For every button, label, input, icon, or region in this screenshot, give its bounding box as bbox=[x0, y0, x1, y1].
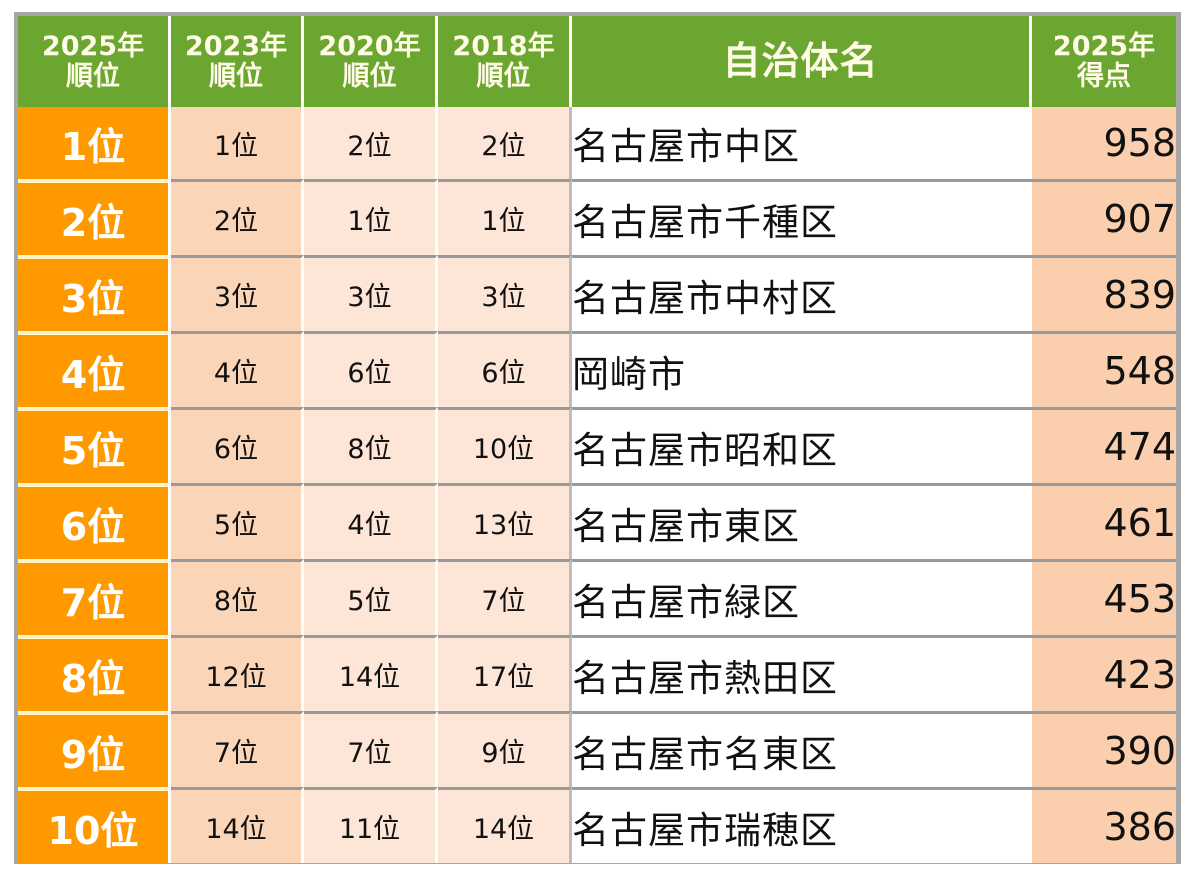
header-rank-2023-year: 2023年 bbox=[184, 31, 288, 63]
cell-score-2025: 423 bbox=[1032, 635, 1176, 711]
cell-municipality: 名古屋市緑区 bbox=[572, 559, 1032, 635]
ranking-table: 2025年 順位 2023年 順位 2020年 順位 2018年 順位 自治体名 bbox=[18, 16, 1176, 863]
cell-rank-2020: 4位 bbox=[304, 483, 438, 559]
cell-rank-2018: 3位 bbox=[438, 255, 572, 331]
cell-rank-2023: 4位 bbox=[171, 331, 304, 407]
cell-municipality: 岡崎市 bbox=[572, 331, 1032, 407]
header-rank-2025-label: 順位 bbox=[66, 60, 120, 92]
table-header: 2025年 順位 2023年 順位 2020年 順位 2018年 順位 自治体名 bbox=[18, 16, 1176, 107]
cell-rank-2018: 1位 bbox=[438, 179, 572, 255]
cell-rank-2018: 6位 bbox=[438, 331, 572, 407]
cell-rank-2025: 3位 bbox=[18, 255, 171, 331]
cell-rank-2025: 2位 bbox=[18, 179, 171, 255]
header-rank-2023: 2023年 順位 bbox=[171, 16, 304, 107]
cell-rank-2020: 5位 bbox=[304, 559, 438, 635]
cell-rank-2020: 8位 bbox=[304, 407, 438, 483]
cell-rank-2018: 2位 bbox=[438, 107, 572, 179]
cell-rank-2018: 14位 bbox=[438, 787, 572, 863]
cell-rank-2025: 5位 bbox=[18, 407, 171, 483]
cell-rank-2018: 9位 bbox=[438, 711, 572, 787]
header-score-2025-year: 2025年 bbox=[1052, 31, 1156, 63]
header-rank-2018-year: 2018年 bbox=[452, 31, 555, 63]
cell-score-2025: 453 bbox=[1032, 559, 1176, 635]
cell-rank-2025: 8位 bbox=[18, 635, 171, 711]
cell-score-2025: 548 bbox=[1032, 331, 1176, 407]
table-row: 10位 14位 11位 14位 名古屋市瑞穂区 386 bbox=[18, 787, 1176, 863]
cell-rank-2020: 11位 bbox=[304, 787, 438, 863]
cell-rank-2023: 5位 bbox=[171, 483, 304, 559]
cell-rank-2023: 3位 bbox=[171, 255, 304, 331]
table-row: 6位 5位 4位 13位 名古屋市東区 461 bbox=[18, 483, 1176, 559]
header-rank-2020: 2020年 順位 bbox=[304, 16, 438, 107]
header-rank-2018-label: 順位 bbox=[476, 60, 531, 92]
table-row: 9位 7位 7位 9位 名古屋市名東区 390 bbox=[18, 711, 1176, 787]
header-rank-2025-year: 2025年 bbox=[41, 31, 145, 63]
cell-rank-2020: 3位 bbox=[304, 255, 438, 331]
header-rank-2020-label: 順位 bbox=[342, 60, 397, 92]
header-rank-2025: 2025年 順位 bbox=[18, 16, 171, 107]
cell-rank-2020: 2位 bbox=[304, 107, 438, 179]
cell-municipality: 名古屋市熱田区 bbox=[572, 635, 1032, 711]
cell-score-2025: 958 bbox=[1032, 107, 1176, 179]
cell-rank-2025: 6位 bbox=[18, 483, 171, 559]
ranking-table-frame: 2025年 順位 2023年 順位 2020年 順位 2018年 順位 自治体名 bbox=[14, 12, 1181, 864]
table-row: 5位 6位 8位 10位 名古屋市昭和区 474 bbox=[18, 407, 1176, 483]
header-rank-2020-year: 2020年 bbox=[318, 31, 421, 63]
cell-score-2025: 386 bbox=[1032, 787, 1176, 863]
cell-rank-2025: 10位 bbox=[18, 787, 171, 863]
cell-rank-2023: 8位 bbox=[171, 559, 304, 635]
table-row: 3位 3位 3位 3位 名古屋市中村区 839 bbox=[18, 255, 1176, 331]
cell-rank-2025: 7位 bbox=[18, 559, 171, 635]
cell-municipality: 名古屋市昭和区 bbox=[572, 407, 1032, 483]
header-municipality: 自治体名 bbox=[572, 16, 1032, 107]
cell-rank-2020: 7位 bbox=[304, 711, 438, 787]
cell-score-2025: 839 bbox=[1032, 255, 1176, 331]
cell-rank-2018: 17位 bbox=[438, 635, 572, 711]
cell-rank-2023: 14位 bbox=[171, 787, 304, 863]
cell-rank-2025: 9位 bbox=[18, 711, 171, 787]
header-score-2025: 2025年 得点 bbox=[1032, 16, 1176, 107]
cell-rank-2025: 4位 bbox=[18, 331, 171, 407]
cell-score-2025: 907 bbox=[1032, 179, 1176, 255]
cell-rank-2018: 7位 bbox=[438, 559, 572, 635]
cell-rank-2018: 13位 bbox=[438, 483, 572, 559]
cell-rank-2018: 10位 bbox=[438, 407, 572, 483]
header-rank-2018: 2018年 順位 bbox=[438, 16, 572, 107]
cell-rank-2023: 2位 bbox=[171, 179, 304, 255]
header-rank-2023-label: 順位 bbox=[209, 60, 263, 92]
cell-municipality: 名古屋市瑞穂区 bbox=[572, 787, 1032, 863]
cell-rank-2020: 14位 bbox=[304, 635, 438, 711]
table-row: 7位 8位 5位 7位 名古屋市緑区 453 bbox=[18, 559, 1176, 635]
cell-rank-2023: 1位 bbox=[171, 107, 304, 179]
cell-rank-2023: 7位 bbox=[171, 711, 304, 787]
cell-score-2025: 474 bbox=[1032, 407, 1176, 483]
cell-score-2025: 390 bbox=[1032, 711, 1176, 787]
cell-rank-2020: 6位 bbox=[304, 331, 438, 407]
cell-municipality: 名古屋市中区 bbox=[572, 107, 1032, 179]
table-body: 1位 1位 2位 2位 名古屋市中区 958 2位 2位 1位 1位 名古屋市千… bbox=[18, 107, 1176, 863]
cell-rank-2020: 1位 bbox=[304, 179, 438, 255]
cell-municipality: 名古屋市千種区 bbox=[572, 179, 1032, 255]
header-score-2025-label: 得点 bbox=[1077, 60, 1131, 92]
cell-rank-2023: 6位 bbox=[171, 407, 304, 483]
table-row: 2位 2位 1位 1位 名古屋市千種区 907 bbox=[18, 179, 1176, 255]
cell-rank-2023: 12位 bbox=[171, 635, 304, 711]
table-row: 4位 4位 6位 6位 岡崎市 548 bbox=[18, 331, 1176, 407]
cell-municipality: 名古屋市中村区 bbox=[572, 255, 1032, 331]
cell-municipality: 名古屋市名東区 bbox=[572, 711, 1032, 787]
table-row: 1位 1位 2位 2位 名古屋市中区 958 bbox=[18, 107, 1176, 179]
cell-municipality: 名古屋市東区 bbox=[572, 483, 1032, 559]
cell-rank-2025: 1位 bbox=[18, 107, 171, 179]
table-row: 8位 12位 14位 17位 名古屋市熱田区 423 bbox=[18, 635, 1176, 711]
cell-score-2025: 461 bbox=[1032, 483, 1176, 559]
